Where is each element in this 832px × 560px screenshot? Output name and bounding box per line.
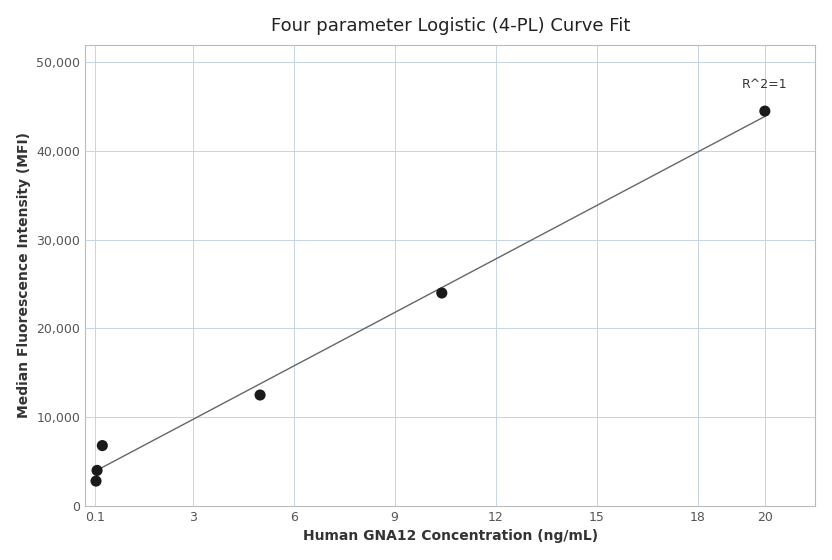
Point [435, 288, 448, 297]
Point [758, 106, 771, 115]
Point [89, 477, 102, 486]
Point [96, 441, 109, 450]
Point [254, 390, 267, 399]
Point [91, 466, 104, 475]
Text: R^2=1: R^2=1 [741, 78, 787, 91]
Title: Four parameter Logistic (4-PL) Curve Fit: Four parameter Logistic (4-PL) Curve Fit [270, 17, 630, 35]
X-axis label: Human GNA12 Concentration (ng/mL): Human GNA12 Concentration (ng/mL) [303, 529, 597, 543]
Y-axis label: Median Fluorescence Intensity (MFI): Median Fluorescence Intensity (MFI) [17, 132, 31, 418]
